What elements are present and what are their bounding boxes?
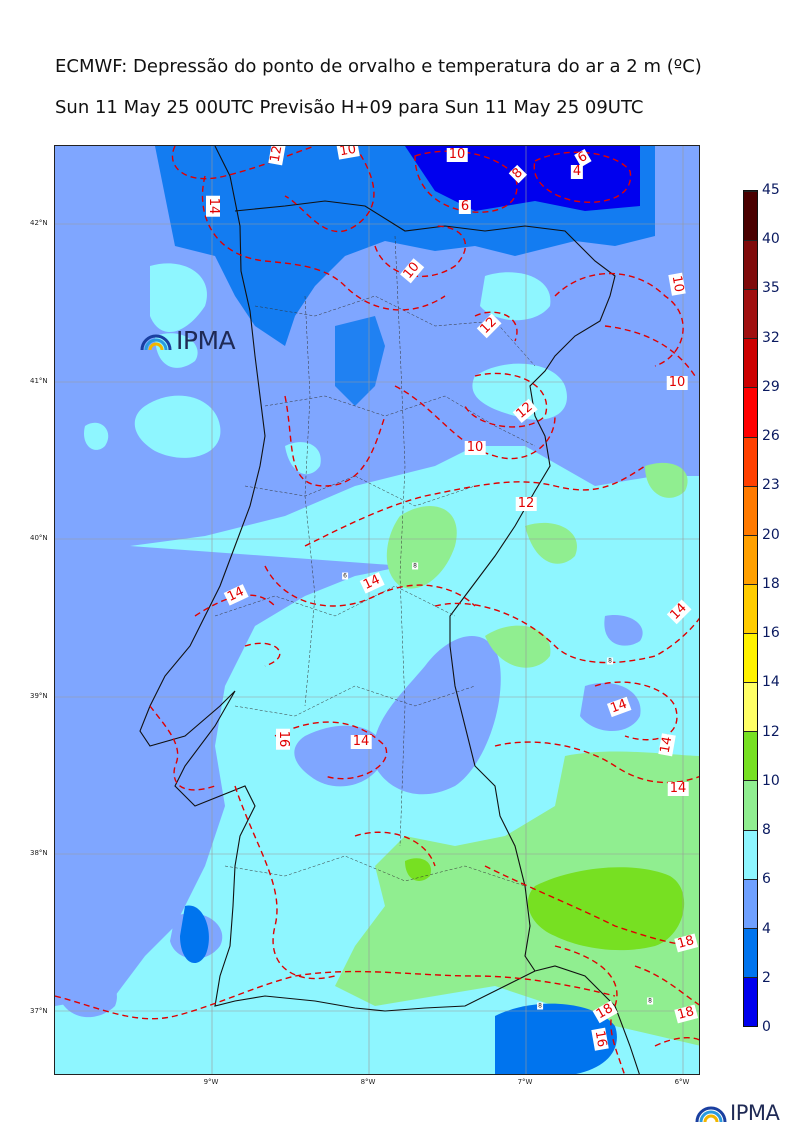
forecast-map[interactable]: 12 10 10 6 8 4 6 14 10 12 10 12 10 10 12 14 14 14 14 16 14 14… [54,145,700,1075]
colorbar-segment [744,436,757,486]
colorbar-tick-label: 6 [762,871,771,888]
colorbar-segment [744,829,757,879]
lat-label-39n: 39°N [30,692,48,700]
rainbow-logo-icon [695,1106,727,1123]
colorbar-tick-label: 8 [762,822,771,839]
colorbar-segment [744,633,757,683]
map-title: ECMWF: Depressão do ponto de orvalho e t… [55,56,702,77]
colorbar-tick-label: 14 [762,674,780,691]
colorbar-tick-label: 45 [762,182,780,198]
colorbar-tick-label: 2 [762,969,771,986]
lon-label-8w: 8°W [360,1078,376,1086]
colorbar-tick-label: 4 [762,920,771,937]
dewpoint-label: 6 [342,572,348,580]
contour-label: 16 [276,728,291,750]
colorbar-tick-label: 32 [762,329,780,346]
contour-label: 12 [515,496,537,511]
colorbar-tick-label: 20 [762,526,780,543]
dewpoint-label: 8 [607,657,613,665]
rainbow-logo-icon [140,334,172,350]
contour-label: 10 [666,375,688,390]
colorbar-segment [744,780,757,830]
contour-label: 16 [591,1027,610,1051]
ipma-footer-logo: IPMA [694,1101,780,1125]
contour-label: 10 [446,147,468,162]
lon-label-6w: 6°W [674,1078,690,1086]
ipma-map-logo-text: IPMA [176,326,236,355]
field-8-10 [335,462,699,1046]
colorbar-segment [744,338,757,388]
colorbar-tick-label: 18 [762,575,780,592]
colorbar-segment [744,240,757,290]
lat-label-37n: 37°N [30,1007,48,1015]
dewpoint-label: 8 [647,997,653,1005]
contour-label: 10 [668,272,687,296]
district-borders [214,235,536,887]
map-canvas [55,146,699,1074]
lat-label-40n: 40°N [30,534,48,542]
colorbar-segment [744,387,757,437]
colorbar-segment [744,485,757,535]
colorbar-segment [744,583,757,633]
coastline [139,146,640,1074]
colorbar-tick-label: 23 [762,477,780,494]
lon-label-9w: 9°W [203,1078,219,1086]
colorbar-tick-label: 16 [762,625,780,642]
colorbar-tick-label: 26 [762,428,780,445]
colorbar-segment [744,731,757,781]
dewpoint-label: 8 [537,1002,543,1010]
lon-label-7w: 7°W [517,1078,533,1086]
graticule [55,146,699,1074]
colorbar-tick-label: 10 [762,772,780,789]
lat-label-38n: 38°N [30,849,48,857]
contour-label: 4 [570,164,584,179]
forecast-subtitle: Sun 11 May 25 00UTC Previsão H+09 para S… [55,97,644,118]
temperature-contours [55,146,699,1074]
field-10-12 [405,858,685,951]
contour-label: 14 [350,734,372,749]
colorbar-segment [744,534,757,584]
colorbar-segment [744,976,757,1026]
colorbar-tick-label: 0 [762,1019,771,1035]
ipma-footer-logo-text: IPMA [730,1101,780,1125]
lat-label-42n: 42°N [30,219,48,227]
colorbar [743,190,758,1027]
colorbar-segment [744,682,757,732]
colorbar-segment [744,878,757,928]
contour-label: 14 [667,781,689,796]
colorbar-tick-label: 35 [762,280,780,297]
colorbar-tick-label: 29 [762,378,780,395]
contour-label: 14 [206,195,221,217]
colorbar-segment [744,927,757,977]
colorbar-tick-label: 40 [762,231,780,248]
lat-label-41n: 41°N [30,377,48,385]
ipma-map-logo: IPMA [139,326,236,355]
dewpoint-label: 8 [412,562,418,570]
colorbar-segment [744,289,757,339]
contour-label: 10 [464,440,486,455]
colorbar-tick-label: 12 [762,723,780,740]
contour-label: 6 [458,199,472,214]
colorbar-segment [744,190,757,240]
